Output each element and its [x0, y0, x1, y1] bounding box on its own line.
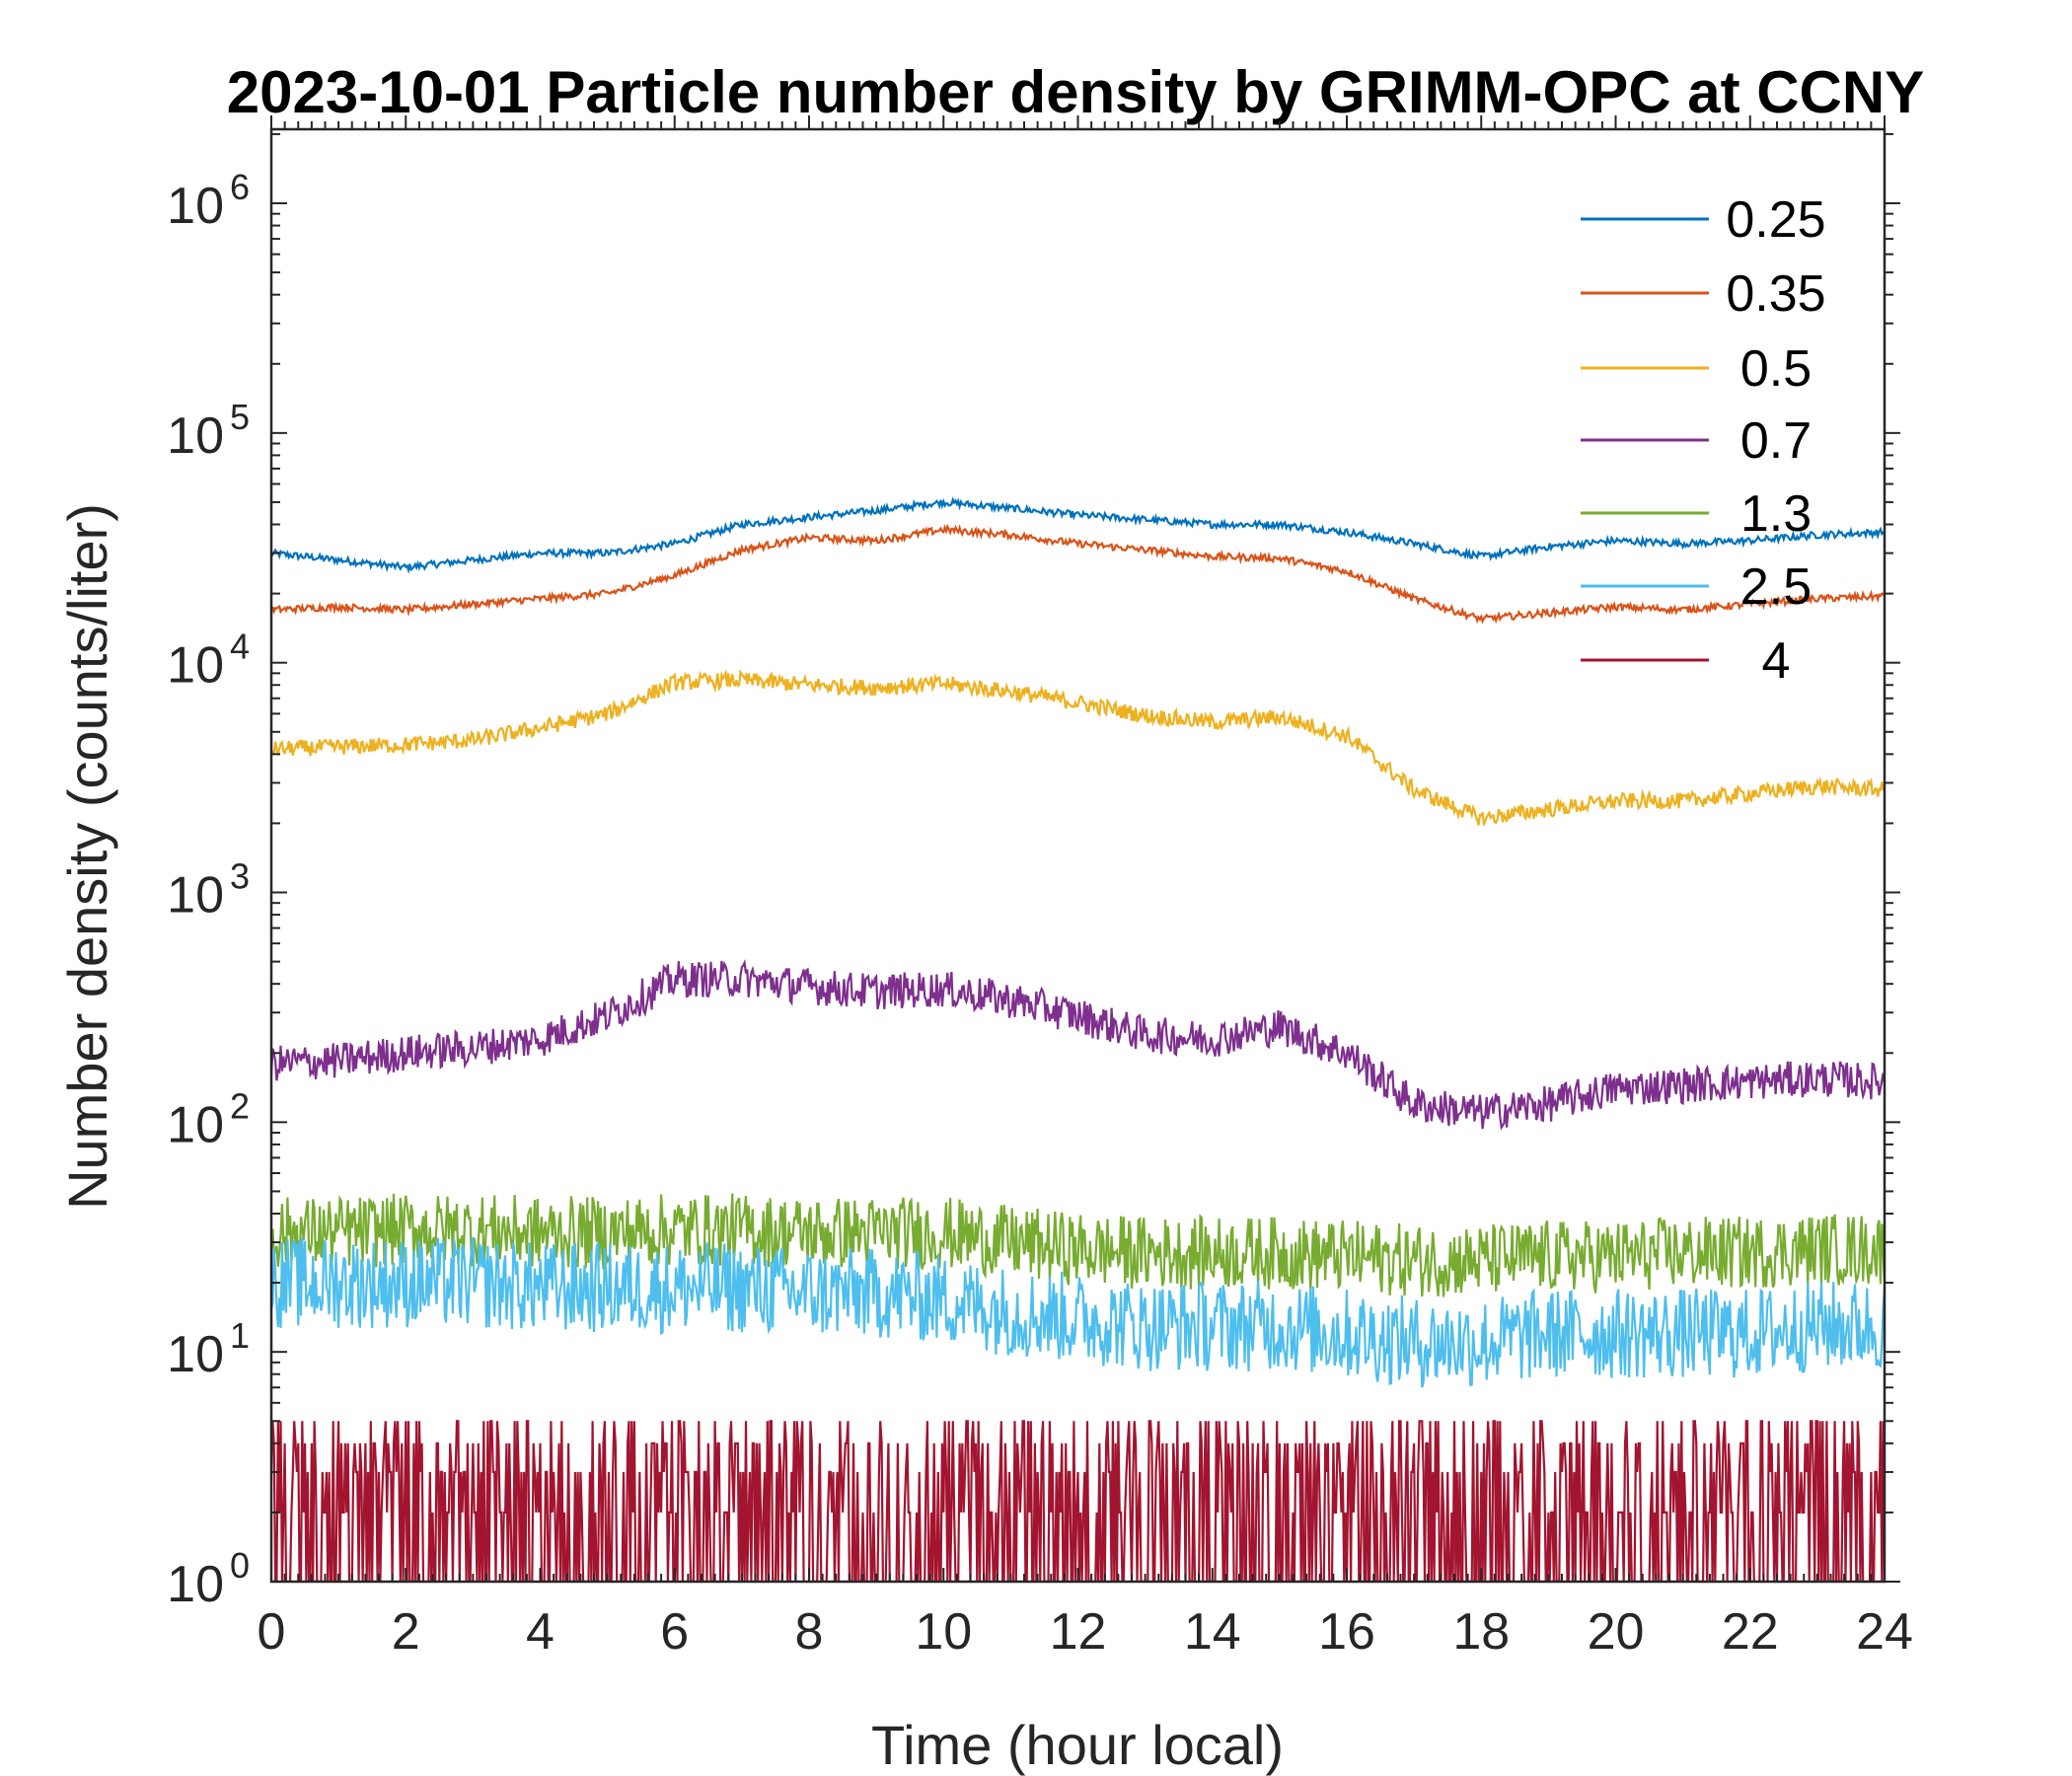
legend-item-0.7: 0.7 [1581, 412, 1812, 470]
x-tick-label: 0 [258, 1603, 286, 1661]
y-tick-exponent: 3 [230, 856, 250, 897]
x-tick-label: 8 [795, 1603, 824, 1661]
y-tick-exponent: 2 [230, 1085, 250, 1126]
legend-item-0.5: 0.5 [1581, 340, 1812, 398]
x-tick-label: 6 [660, 1603, 689, 1661]
y-tick-label: 10 [167, 407, 224, 465]
x-tick-label: 20 [1588, 1603, 1645, 1661]
chart-title: 2023-10-01 Particle number density by GR… [227, 59, 1925, 125]
y-tick-base: 10 [167, 1096, 224, 1153]
x-tick-label: 22 [1722, 1603, 1779, 1661]
legend-label: 0.25 [1726, 191, 1825, 249]
legend-label: 2.5 [1740, 558, 1812, 616]
series-line-2.5 [271, 1236, 1885, 1388]
y-tick-label: 10 [167, 867, 224, 925]
x-tick-label: 10 [915, 1603, 972, 1661]
y-tick-label: 10 [167, 1556, 224, 1613]
x-tick-label: 24 [1856, 1603, 1913, 1661]
series-line-0.7 [271, 959, 1885, 1131]
x-tick-labels: 0 2 4 6 8 10 12 14 16 18 20 22 24 [258, 1603, 1913, 1661]
x-tick-label: 16 [1318, 1603, 1375, 1661]
plot-area [271, 496, 1885, 1582]
x-axis-label: Time (hour local) [871, 1714, 1284, 1776]
series-line-4 [271, 1420, 1885, 1582]
legend-item-1.3: 1.3 [1581, 485, 1812, 543]
legend-item-4: 4 [1581, 632, 1790, 690]
y-tick-exponent: 1 [230, 1315, 250, 1356]
legend: 0.25 0.35 0.5 0.7 1.3 2.5 4 [1581, 191, 1826, 690]
series-line-1.3 [271, 1193, 1885, 1297]
x-tick-label: 14 [1184, 1603, 1241, 1661]
legend-label: 4 [1762, 632, 1791, 690]
y-tick-base: 10 [167, 867, 224, 925]
x-tick-label: 18 [1452, 1603, 1510, 1661]
legend-label: 0.35 [1726, 265, 1825, 323]
series-line-0.35 [271, 523, 1885, 625]
y-tick-exponent: 6 [230, 167, 250, 207]
y-tick-base: 10 [167, 178, 224, 235]
x-tick-label: 4 [526, 1603, 555, 1661]
y-tick-exponent: 5 [230, 397, 250, 437]
y-tick-exponent: 0 [230, 1545, 250, 1586]
legend-label: 0.5 [1740, 340, 1812, 398]
legend-label: 1.3 [1740, 485, 1812, 543]
axes-box [269, 127, 1887, 1584]
series-line-0.5 [271, 668, 1885, 826]
y-tick-label: 10 [167, 1326, 224, 1383]
legend-item-0.35: 0.35 [1581, 265, 1826, 323]
y-tick-exponent: 4 [230, 627, 250, 667]
y-tick-base: 10 [167, 637, 224, 695]
y-tick-label: 10 [167, 1096, 224, 1153]
legend-item-0.25: 0.25 [1581, 191, 1826, 249]
y-tick-base: 10 [167, 1556, 224, 1613]
legend-label: 0.7 [1740, 412, 1812, 470]
x-tick-label: 12 [1050, 1603, 1107, 1661]
y-tick-label: 10 [167, 637, 224, 695]
y-tick-base: 10 [167, 1326, 224, 1383]
series-line-0.25 [271, 496, 1885, 574]
y-tick-base: 10 [167, 407, 224, 465]
legend-item-2.5: 2.5 [1581, 558, 1812, 616]
axes [269, 115, 1900, 1584]
y-tick-label: 10 [167, 178, 224, 235]
x-tick-label: 2 [392, 1603, 420, 1661]
y-axis-label: Number density (counts/liter) [56, 503, 118, 1210]
